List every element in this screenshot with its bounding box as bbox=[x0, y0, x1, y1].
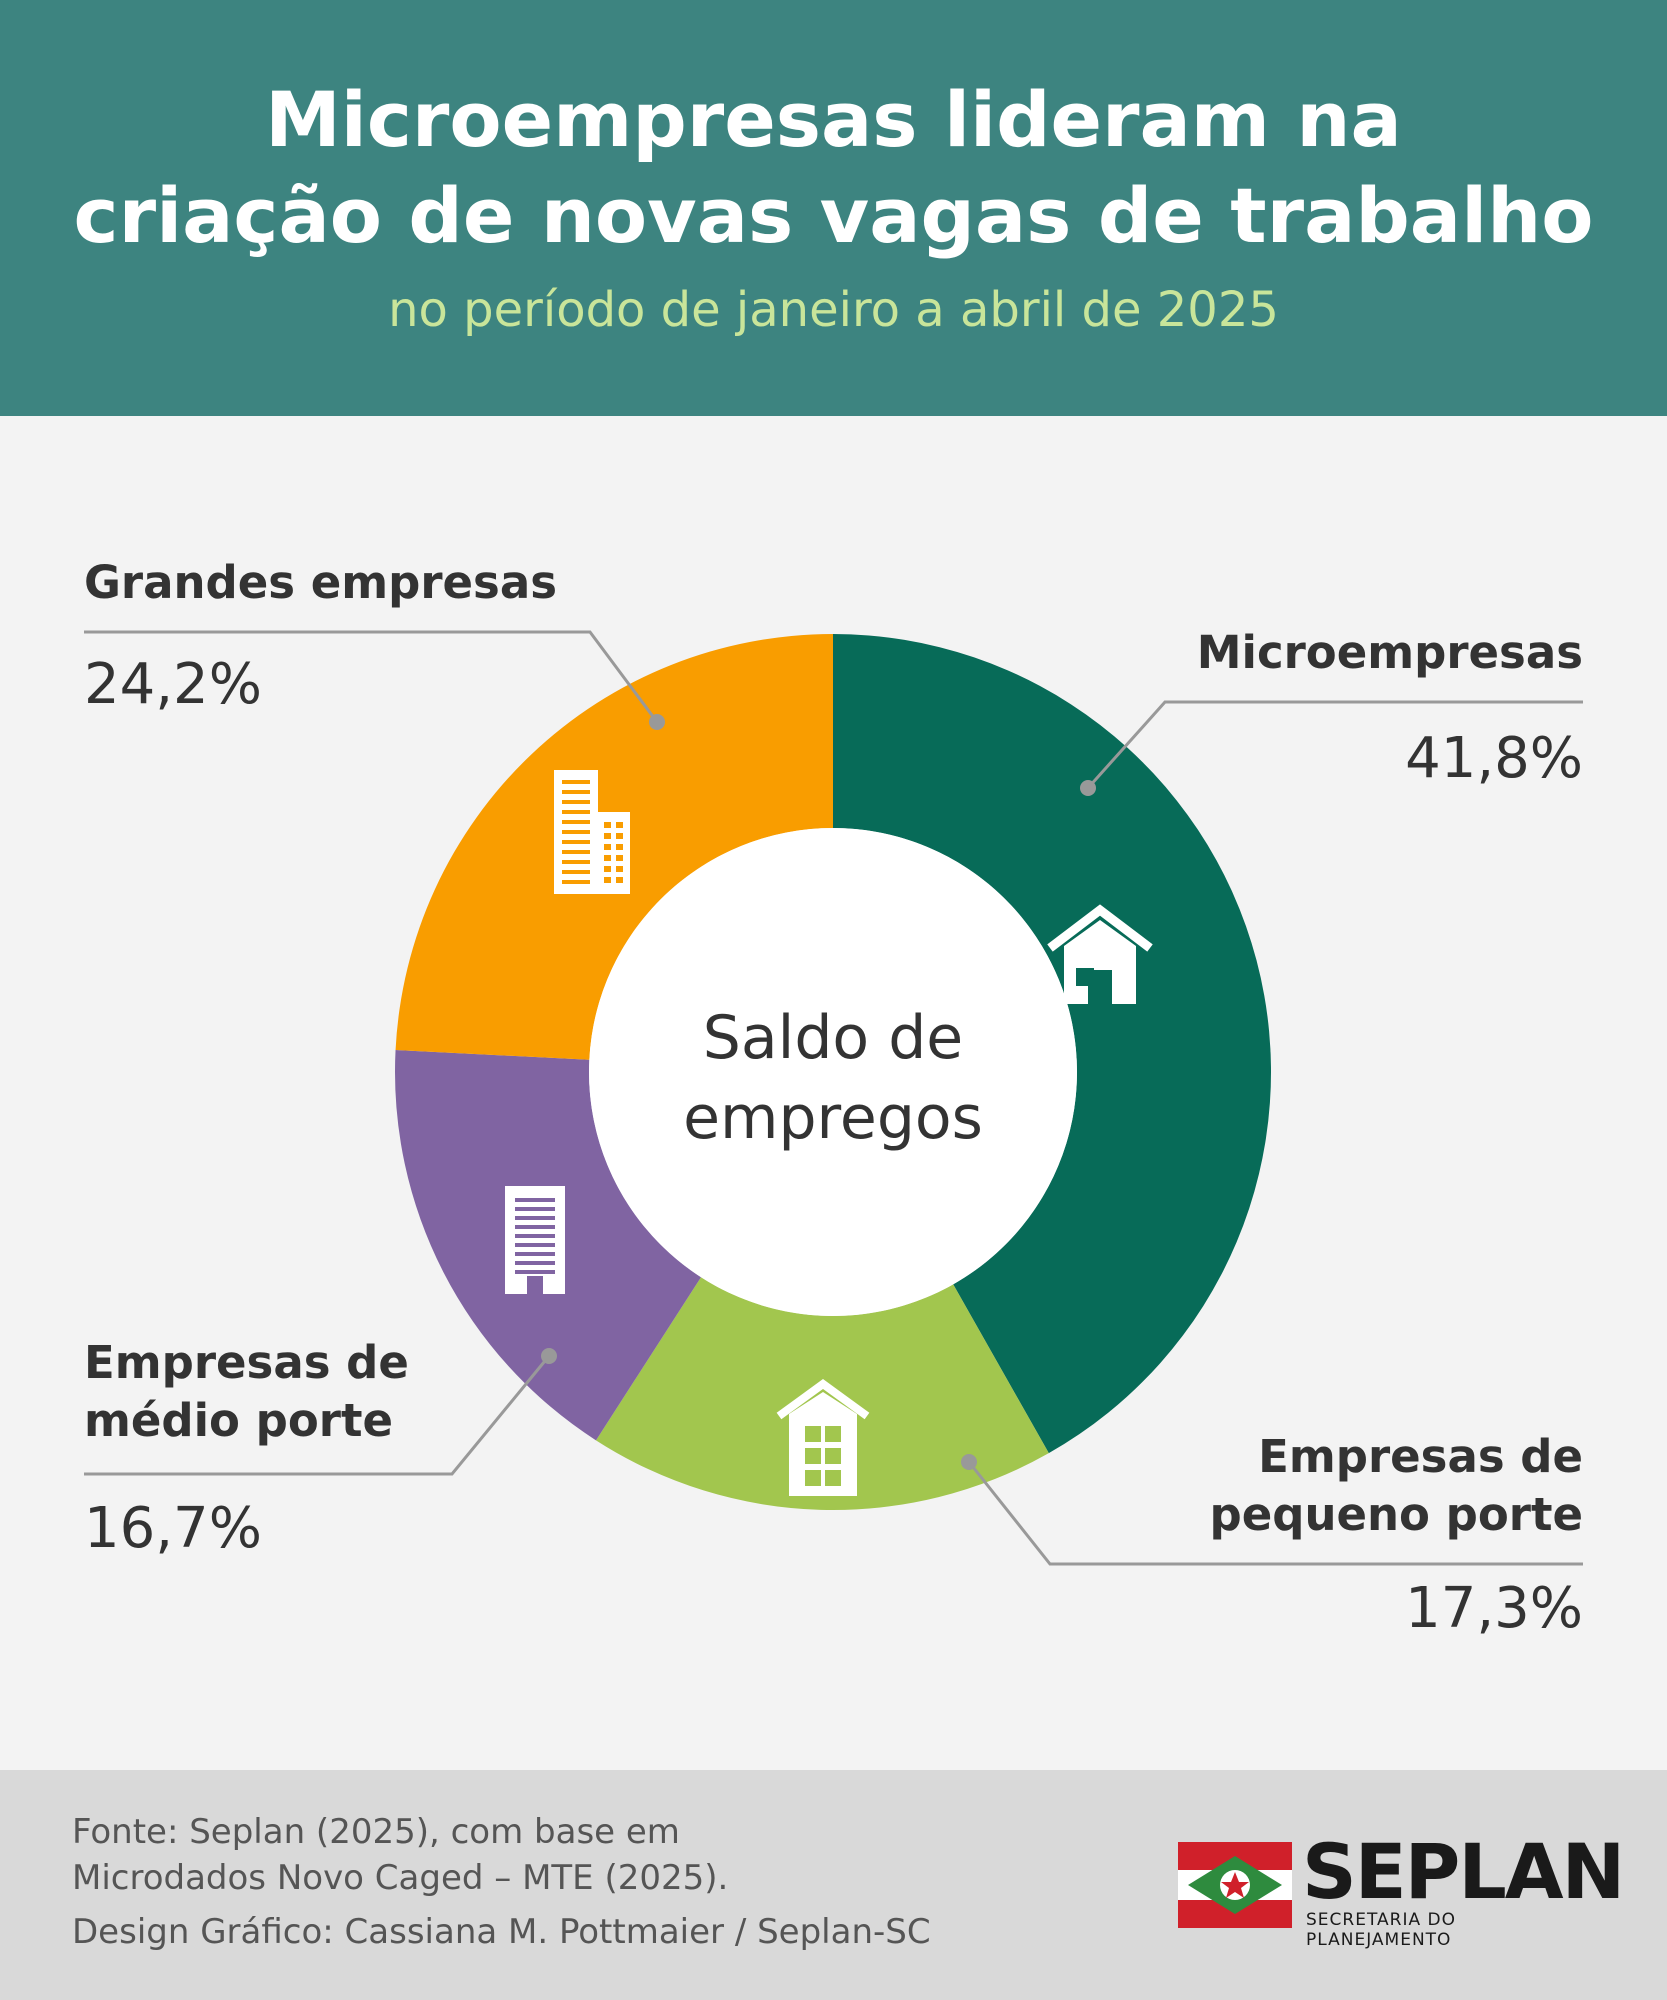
page-title: Microempresas lideram na criação de nova… bbox=[0, 72, 1667, 264]
center-label-line-1: Saldo de bbox=[703, 1003, 963, 1073]
leader-pequeno-porte bbox=[967, 1461, 1583, 1566]
leader-microempresas bbox=[1086, 700, 1583, 790]
title-line-1: Microempresas lideram na bbox=[265, 75, 1402, 164]
label-microempresas-line-1: Microempresas bbox=[1196, 626, 1583, 679]
label-medio-line-1: Empresas de bbox=[84, 1336, 409, 1389]
label-medio-porte: Empresas de médio porte bbox=[84, 1334, 409, 1450]
label-grandes-line-1: Grandes empresas bbox=[84, 556, 557, 609]
seplan-logo: SEPLAN SECRETARIA DO PLANEJAMENTO bbox=[1178, 1832, 1625, 1950]
title-line-2: criação de novas vagas de trabalho bbox=[73, 171, 1594, 260]
label-pequeno-line-2: pequeno porte bbox=[1209, 1488, 1583, 1541]
office-building-icon bbox=[505, 1186, 565, 1294]
leader-microempresas-dot bbox=[1080, 780, 1096, 796]
value-grandes-empresas: 24,2% bbox=[84, 652, 262, 717]
value-medio-porte: 16,7% bbox=[84, 1496, 262, 1561]
page-subtitle: no período de janeiro a abril de 2025 bbox=[388, 282, 1279, 338]
leader-medio-porte-dot bbox=[541, 1348, 557, 1364]
logo-name: SEPLAN bbox=[1302, 1827, 1625, 1916]
label-medio-line-2: médio porte bbox=[84, 1394, 393, 1447]
value-pequeno-porte: 17,3% bbox=[1405, 1576, 1583, 1641]
header-banner: Microempresas lideram na criação de nova… bbox=[0, 0, 1667, 416]
label-pequeno-line-1: Empresas de bbox=[1258, 1430, 1583, 1483]
label-grandes-empresas: Grandes empresas bbox=[84, 554, 557, 612]
donut-chart: Saldo de empregos bbox=[84, 630, 1583, 1566]
santa-catarina-flag-icon bbox=[1178, 1842, 1292, 1928]
slice-microempresas bbox=[833, 634, 1271, 1454]
logo-subtitle: SECRETARIA DO PLANEJAMENTO bbox=[1306, 1910, 1456, 1950]
house-icon bbox=[1047, 904, 1153, 1004]
label-microempresas: Microempresas bbox=[1197, 624, 1583, 682]
skyscraper-icon bbox=[554, 770, 630, 894]
leader-pequeno-porte-dot bbox=[961, 1454, 977, 1470]
footer: Fonte: Seplan (2025), com base em Microd… bbox=[0, 1770, 1667, 2000]
value-microempresas: 41,8% bbox=[1405, 726, 1583, 791]
leader-grandes-empresas bbox=[84, 630, 659, 723]
small-building-icon bbox=[776, 1379, 870, 1496]
leader-grandes-empresas-dot bbox=[649, 714, 665, 730]
source-line-1: Fonte: Seplan (2025), com base em bbox=[72, 1812, 680, 1852]
design-credit: Design Gráfico: Cassiana M. Pottmaier / … bbox=[72, 1912, 931, 1952]
label-pequeno-porte: Empresas de pequeno porte bbox=[1210, 1428, 1583, 1544]
source-line-2: Microdados Novo Caged – MTE (2025). bbox=[72, 1858, 729, 1898]
center-label-line-2: empregos bbox=[683, 1083, 983, 1153]
leader-medio-porte bbox=[84, 1355, 551, 1476]
chart-area: Saldo de empregos Microempresas 41,8% Emp… bbox=[0, 416, 1667, 1770]
donut-center bbox=[589, 828, 1077, 1316]
